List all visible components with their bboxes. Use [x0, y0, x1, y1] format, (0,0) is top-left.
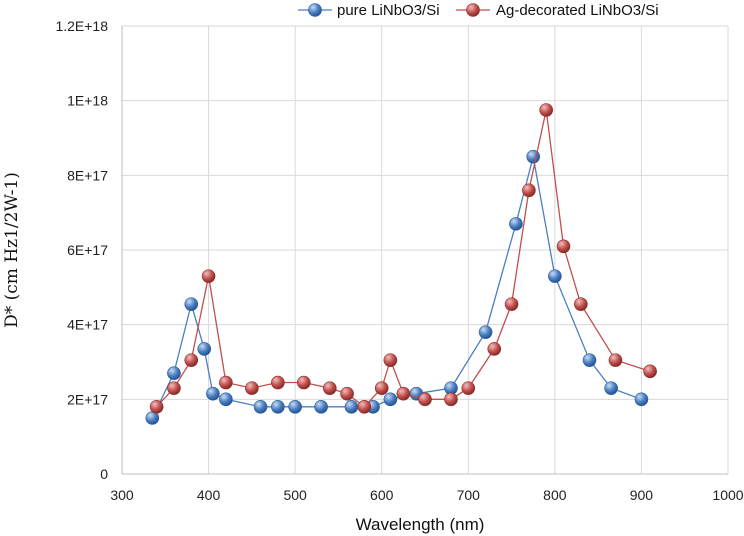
data-point-pure [206, 386, 220, 401]
data-point-ag [643, 364, 657, 379]
data-point-ag [522, 183, 536, 198]
y-tick-label: 1.2E+18 [55, 18, 108, 34]
data-point-ag [574, 297, 588, 311]
gridlines [122, 25, 729, 474]
data-point-ag [167, 381, 181, 395]
data-point-pure [634, 392, 649, 407]
data-point-ag [296, 375, 311, 390]
y-tick-labels: 0 2E+17 4E+17 6E+17 8E+17 1E+18 1.2E+18 [55, 18, 108, 482]
legend: pure LiNbO3/Si Ag-decorated LiNbO3/Si [298, 2, 659, 19]
data-point-pure [344, 399, 359, 414]
x-tick-labels: 300 400 500 600 700 800 900 1000 [110, 487, 743, 503]
x-tick-label: 300 [110, 487, 134, 503]
data-point-ag [556, 239, 571, 254]
series-ag [149, 103, 657, 414]
y-axis-title: D* (cm Hz1/2W-1) [2, 172, 22, 328]
data-point-ag [608, 353, 623, 367]
data-point-pure [167, 366, 181, 381]
y-tick-label: 2E+17 [67, 391, 108, 407]
data-point-ag [383, 353, 398, 367]
y-tick-label: 4E+17 [67, 317, 108, 333]
x-axis-title: Wavelength (nm) [356, 515, 485, 534]
data-point-pure [383, 392, 398, 407]
x-tick-label: 700 [457, 487, 481, 503]
data-point-ag [539, 103, 554, 117]
y-tick-label: 1E+18 [67, 93, 108, 109]
legend-marker-ag [466, 3, 480, 17]
legend-label-pure: pure LiNbO3/Si [337, 2, 440, 19]
data-point-ag [487, 342, 502, 356]
data-point-ag [396, 386, 411, 401]
data-point-ag [322, 381, 337, 395]
data-point-pure [184, 297, 199, 311]
data-point-pure [314, 399, 328, 414]
y-tick-label: 8E+17 [67, 167, 108, 183]
y-tick-label: 6E+17 [67, 242, 108, 258]
data-point-pure [288, 399, 302, 414]
axes [121, 26, 728, 475]
data-point-ag [461, 381, 476, 395]
x-tick-label: 900 [630, 487, 654, 503]
data-point-ag [357, 399, 372, 414]
data-point-pure [604, 381, 618, 395]
data-point-ag [374, 381, 389, 395]
data-point-ag [271, 375, 285, 390]
data-point-ag [245, 381, 259, 395]
x-tick-label: 400 [197, 487, 221, 503]
data-point-pure [509, 217, 523, 231]
y-tick-label: 0 [100, 466, 108, 482]
data-point-pure [478, 325, 493, 339]
x-tick-label: 800 [543, 487, 567, 503]
series-line-ag [156, 109, 651, 408]
data-point-ag [418, 392, 432, 407]
data-point-pure [253, 399, 268, 414]
x-tick-label: 500 [283, 487, 307, 503]
data-point-pure [582, 353, 597, 367]
data-point-ag [444, 392, 458, 407]
data-point-ag [149, 399, 164, 414]
data-point-ag [219, 375, 233, 390]
legend-label-ag: Ag-decorated LiNbO3/Si [496, 2, 659, 19]
data-point-pure [197, 342, 212, 356]
x-tick-label: 600 [370, 487, 394, 503]
series-pure [145, 149, 649, 425]
data-point-ag [340, 386, 354, 401]
series [145, 103, 657, 425]
x-tick-label: 1000 [712, 487, 743, 503]
legend-marker-pure [308, 3, 322, 17]
data-point-pure [271, 399, 285, 414]
data-point-ag [504, 297, 519, 311]
data-point-ag [201, 269, 216, 283]
data-point-pure [548, 269, 562, 283]
data-point-pure [219, 392, 233, 407]
data-point-ag [184, 353, 199, 367]
